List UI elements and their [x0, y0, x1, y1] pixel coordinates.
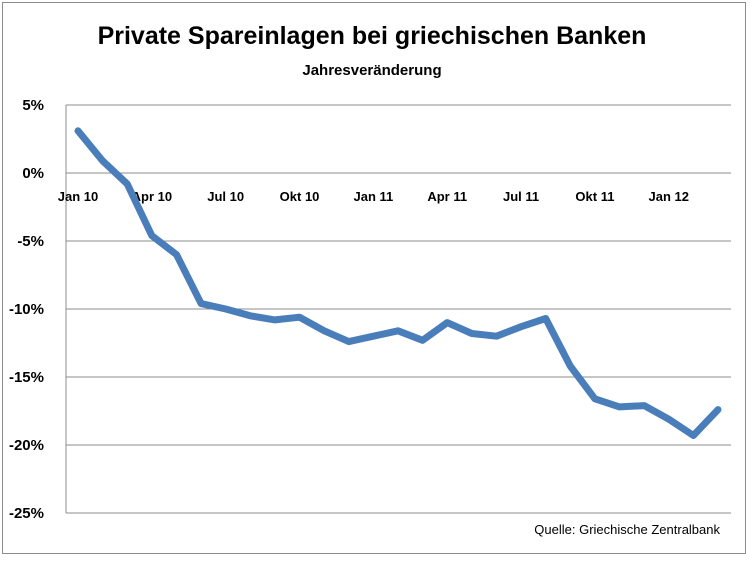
data-point: [321, 327, 328, 334]
y-tick-label: -15%: [9, 369, 44, 386]
data-point: [124, 180, 131, 187]
data-point: [468, 330, 475, 337]
data-point: [665, 416, 672, 423]
data-point: [641, 402, 648, 409]
data-point: [370, 333, 377, 340]
x-tick-label: Okt 10: [280, 189, 320, 204]
data-point: [493, 333, 500, 340]
chart-subtitle: Jahresveränderung: [302, 62, 442, 79]
data-point: [690, 432, 697, 439]
y-axis-ticks: 5% 0% -5% -10% -15% -20% -25%: [9, 97, 44, 522]
y-tick-label: 0%: [22, 165, 44, 182]
data-point: [715, 406, 721, 413]
data-point: [395, 327, 401, 334]
x-tick-label: Jan 12: [649, 189, 689, 204]
data-point: [198, 300, 205, 307]
data-point: [419, 337, 426, 344]
data-point: [345, 338, 352, 345]
data-point: [99, 157, 106, 164]
x-tick-label: Jan 10: [58, 189, 98, 204]
data-point: [542, 315, 549, 322]
data-point: [444, 319, 451, 326]
data-point: [518, 323, 525, 330]
data-point: [271, 316, 278, 323]
data-point: [296, 314, 303, 321]
series-line: [74, 127, 722, 439]
data-point: [247, 312, 254, 319]
x-tick-label: Jan 11: [354, 189, 394, 204]
x-axis-ticks: Jan 10 Apr 10 Jul 10 Okt 10 Jan 11 Apr 11 Jul …: [58, 189, 689, 204]
x-tick-label: Apr 11: [427, 189, 467, 204]
y-tick-label: -20%: [9, 437, 44, 454]
y-tick-label: -5%: [17, 233, 44, 250]
y-tick-label: -10%: [9, 301, 44, 318]
data-point: [75, 127, 81, 134]
series-group: [74, 127, 722, 439]
data-point: [148, 232, 155, 239]
y-tick-label: -25%: [9, 505, 44, 522]
data-point: [616, 403, 623, 410]
chart-source: Quelle: Griechische Zentralbank: [534, 522, 720, 537]
x-tick-label: Jul 10: [207, 189, 244, 204]
y-tick-label: 5%: [22, 97, 44, 114]
chart-frame: [2, 2, 746, 554]
gridlines: [65, 104, 731, 514]
x-tick-label: Jul 11: [503, 189, 539, 204]
x-tick-label: Okt 11: [575, 189, 614, 204]
data-point: [591, 395, 598, 402]
chart-title: Private Spareinlagen bei griechischen Ba…: [97, 22, 647, 50]
data-point: [567, 363, 574, 370]
data-point: [222, 306, 229, 312]
x-tick-label: Apr 10: [132, 189, 172, 204]
data-point: [173, 251, 180, 258]
